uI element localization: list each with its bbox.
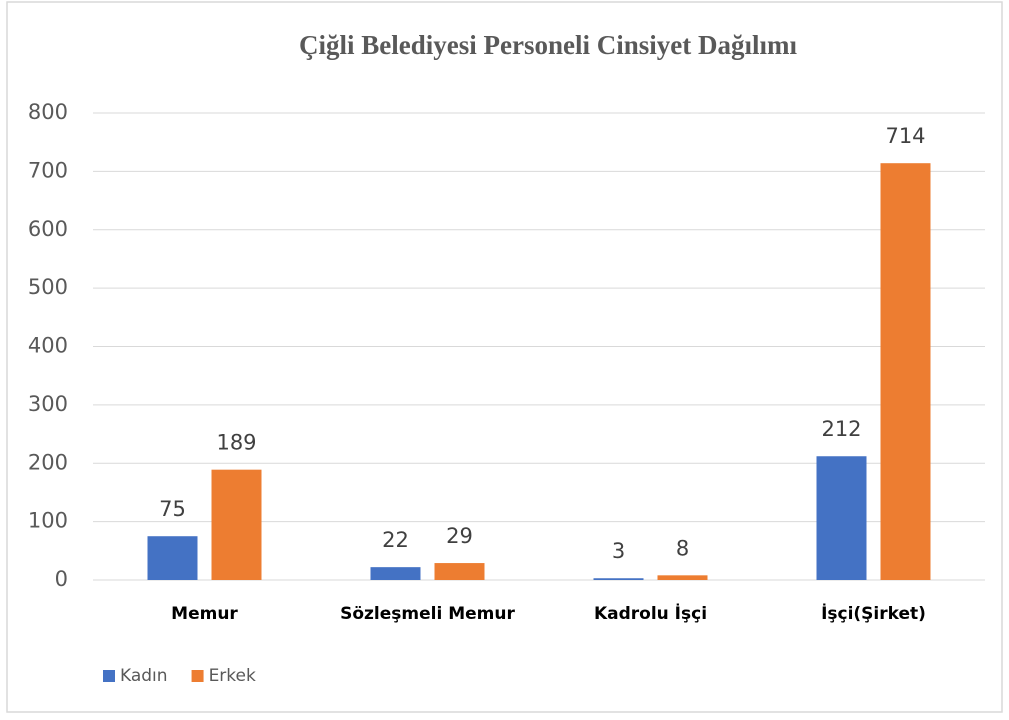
x-tick-label: Kadrolu İşçi	[594, 602, 707, 624]
legend-swatch	[103, 670, 115, 682]
legend-label: Erkek	[209, 666, 256, 686]
y-tick-label: 700	[28, 158, 68, 182]
y-tick-label: 100	[28, 509, 68, 533]
chart-title: Çiğli Belediyesi Personeli Cinsiyet Dağı…	[299, 30, 797, 60]
data-label: 189	[216, 431, 256, 455]
legend-label: Kadın	[120, 666, 168, 686]
data-label: 22	[382, 528, 409, 552]
y-tick-label: 600	[28, 217, 68, 241]
chart-border	[6, 1, 1003, 713]
x-tick-label: Memur	[171, 604, 238, 624]
data-label: 714	[885, 124, 925, 148]
data-label: 75	[159, 497, 186, 521]
bar	[370, 567, 421, 580]
bar	[593, 578, 644, 580]
y-tick-label: 500	[28, 275, 68, 299]
data-label: 212	[821, 417, 861, 441]
legend-swatch	[191, 670, 204, 682]
y-tick-label: 300	[28, 392, 68, 416]
data-label: 29	[446, 524, 473, 548]
bar	[147, 536, 198, 580]
bar	[434, 563, 485, 580]
bar	[816, 456, 867, 580]
y-tick-label: 800	[28, 100, 68, 124]
data-label: 8	[676, 536, 689, 560]
x-tick-label: Sözleşmeli Memur	[340, 604, 515, 624]
y-tick-label: 200	[28, 450, 68, 474]
bar	[880, 163, 931, 580]
y-tick-label: 0	[55, 567, 68, 591]
data-label: 3	[612, 539, 625, 563]
bar	[211, 469, 262, 580]
y-tick-label: 400	[28, 334, 68, 358]
x-tick-label: İşçi(Şirket)	[821, 602, 926, 624]
bar	[657, 575, 708, 580]
